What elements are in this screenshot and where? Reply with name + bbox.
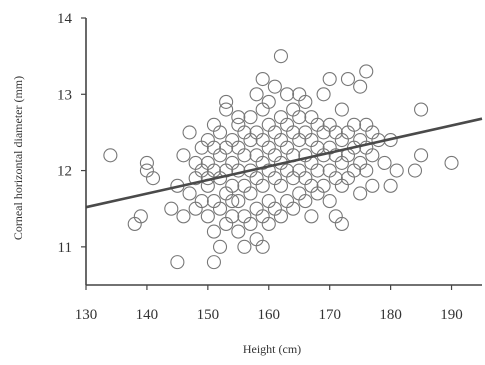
- data-point: [139, 155, 154, 170]
- x-tick-label: 150: [197, 307, 220, 323]
- data-point: [255, 178, 270, 193]
- data-point: [359, 163, 374, 178]
- x-tick-label: 160: [258, 307, 281, 323]
- data-point: [273, 209, 289, 224]
- data-point: [261, 94, 276, 109]
- data-point: [225, 178, 240, 193]
- data-point: [243, 186, 258, 201]
- data-point: [249, 87, 264, 102]
- data-point: [347, 117, 362, 132]
- data-point: [444, 155, 459, 170]
- data-point: [267, 79, 282, 94]
- data-point: [353, 79, 368, 94]
- data-point: [286, 201, 301, 216]
- data-point: [316, 87, 331, 102]
- data-point: [273, 178, 289, 193]
- data-point: [219, 94, 234, 109]
- x-axis-label: Height (cm): [243, 342, 301, 356]
- data-point: [170, 255, 185, 270]
- y-axis-label: Corneal horizontal diameter (mm): [11, 76, 25, 240]
- data-point: [219, 102, 234, 117]
- data-point: [273, 49, 289, 64]
- data-point: [176, 148, 191, 163]
- y-tick-label: 14: [57, 11, 73, 27]
- data-point: [231, 110, 246, 125]
- data-point: [359, 64, 374, 79]
- data-point: [414, 148, 429, 163]
- data-point: [310, 163, 325, 178]
- trend-line: [85, 117, 483, 209]
- data-point: [340, 71, 356, 87]
- data-point: [304, 209, 319, 224]
- data-point: [365, 178, 380, 193]
- data-point: [164, 201, 179, 216]
- data-point: [231, 224, 246, 239]
- data-point: [200, 209, 215, 224]
- data-point: [414, 102, 429, 117]
- x-tick-label: 180: [379, 307, 402, 323]
- data-point: [206, 255, 221, 270]
- data-point: [365, 148, 380, 163]
- data-point: [212, 201, 228, 216]
- data-point: [103, 148, 118, 163]
- data-point: [225, 194, 240, 209]
- data-point: [298, 94, 313, 109]
- data-point: [194, 194, 209, 209]
- y-axis-ticks: 11 12 13 14: [57, 11, 86, 256]
- data-point: [133, 209, 148, 224]
- data-point: [279, 87, 295, 102]
- data-point: [225, 209, 240, 224]
- data-point: [407, 163, 423, 178]
- data-point: [292, 110, 307, 125]
- x-tick-label: 140: [136, 307, 159, 323]
- data-point: [389, 163, 404, 178]
- y-tick-label: 11: [58, 240, 72, 256]
- x-tick-label: 190: [440, 307, 463, 323]
- data-point: [212, 239, 228, 254]
- data-point: [353, 186, 368, 201]
- data-point: [322, 71, 337, 87]
- data-point: [377, 155, 392, 170]
- data-point: [145, 171, 161, 186]
- data-point: [255, 71, 270, 87]
- data-point: [255, 239, 270, 254]
- data-point: [237, 148, 252, 163]
- data-point: [298, 194, 313, 209]
- data-point: [334, 216, 349, 232]
- x-tick-label: 170: [318, 307, 341, 323]
- x-axis-ticks: 130 140 150 160 170 180 190: [75, 285, 463, 323]
- data-point: [261, 216, 276, 232]
- data-point: [243, 110, 258, 125]
- y-tick-label: 12: [57, 164, 72, 180]
- data-points: [103, 49, 459, 270]
- data-point: [206, 224, 221, 239]
- data-point: [182, 125, 197, 140]
- y-tick-label: 13: [57, 87, 72, 103]
- data-point: [237, 239, 252, 254]
- data-point: [316, 178, 331, 193]
- data-point: [176, 209, 191, 224]
- data-point: [182, 186, 197, 201]
- data-point: [334, 102, 349, 117]
- data-point: [212, 125, 228, 140]
- data-point: [243, 216, 258, 232]
- data-point: [383, 178, 398, 193]
- data-point: [231, 194, 246, 209]
- data-point: [322, 194, 337, 209]
- x-tick-label: 130: [75, 307, 98, 323]
